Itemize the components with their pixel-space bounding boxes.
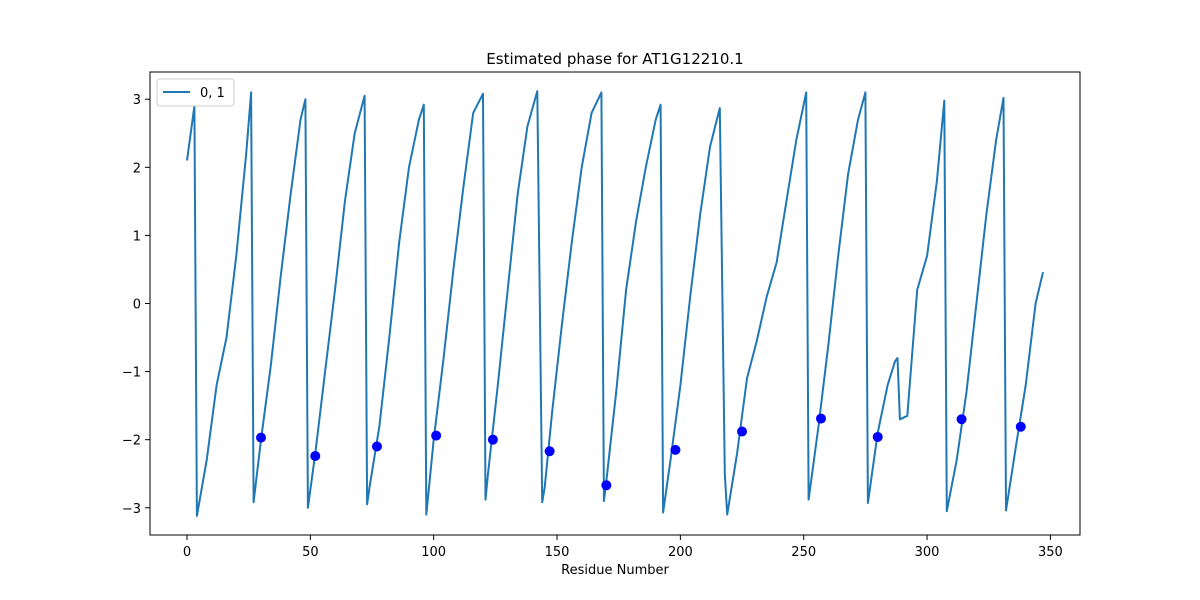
- x-tick-label: 250: [791, 545, 816, 560]
- data-point: [544, 446, 555, 457]
- data-point: [310, 451, 321, 462]
- x-tick-label: 100: [421, 545, 446, 560]
- legend-box: [156, 78, 235, 107]
- x-axis-title: Residue Number: [561, 563, 669, 578]
- data-point: [1015, 421, 1026, 432]
- legend-label: 0, 1: [200, 86, 225, 101]
- data-point: [872, 431, 883, 442]
- data-point: [256, 432, 267, 443]
- data-point: [956, 414, 967, 425]
- data-point: [431, 430, 442, 441]
- x-tick-label: 150: [545, 545, 570, 560]
- data-point: [815, 413, 826, 424]
- series-line-0: [186, 90, 1044, 517]
- y-tick-label: −1: [122, 366, 141, 381]
- y-tick-label: 2: [133, 161, 141, 176]
- x-tick-label: 50: [302, 545, 319, 560]
- x-tick-label: 200: [668, 545, 693, 560]
- y-tick-label: −3: [122, 502, 141, 517]
- data-point: [737, 426, 748, 437]
- x-tick-label: 350: [1038, 545, 1063, 560]
- x-tick-label: 300: [915, 545, 940, 560]
- data-point: [601, 480, 612, 491]
- y-tick-label: −2: [122, 434, 141, 449]
- x-tick-label: 0: [183, 545, 191, 560]
- data-point: [670, 444, 681, 455]
- y-tick-label: 3: [133, 93, 141, 108]
- chart-title: Estimated phase for AT1G12210.1: [486, 50, 743, 68]
- y-tick-label: 1: [133, 229, 141, 244]
- data-point: [487, 434, 498, 445]
- data-point: [371, 441, 382, 452]
- y-tick-label: 0: [133, 298, 141, 313]
